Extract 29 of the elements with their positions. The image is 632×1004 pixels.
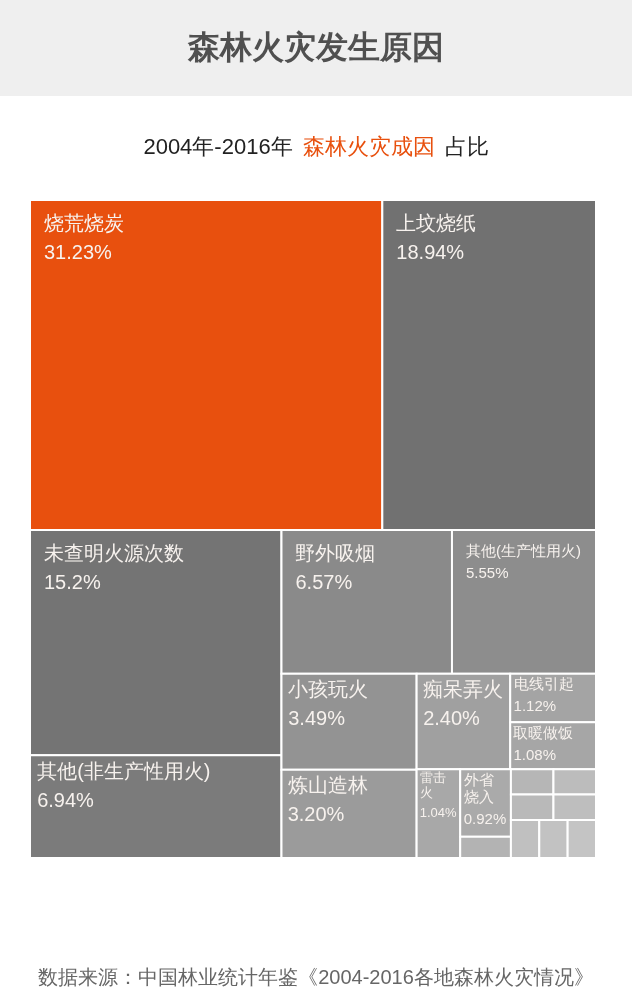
data-label: 5.55% (465, 564, 509, 582)
category-label: 痴呆弄火 (423, 678, 504, 701)
category-label: 其他(生产性用火) (465, 542, 581, 560)
data-label: 3.20% (287, 802, 345, 825)
data-label: 2.40% (423, 707, 481, 730)
data-label: 18.94% (396, 241, 465, 263)
category-label: 未查明火源次数 (44, 542, 184, 565)
data-label: 1.12% (513, 697, 557, 715)
data-label: 0.92% (463, 809, 507, 827)
text: 森林火灾发生原因 (187, 29, 444, 65)
category-label: 烧荒烧炭 (44, 212, 124, 234)
data-label: 3.49% (288, 707, 346, 730)
category-label: 其他(非生产性用火) (37, 760, 211, 783)
category-label: 取暖做饭 (513, 723, 574, 741)
category-label: 炼山造林 (287, 773, 368, 796)
category-label: 电线引起 (513, 675, 574, 693)
data-label: 1.04% (419, 804, 457, 820)
category-label: 小孩玩火 (288, 678, 369, 701)
category-label: 上坟烧纸 (396, 212, 477, 234)
data-label: 1.08% (513, 745, 557, 763)
category-label: 野外吸烟 (295, 542, 376, 565)
category-label: 外省烧入 (463, 770, 494, 805)
source-note: 数据来源：中国林业统计年鉴《2004-2016各地森林火灾情况》 (38, 966, 594, 988)
category-label: 雷击火 (419, 770, 446, 801)
data-label: 31.23% (44, 241, 113, 263)
data-label: 15.2% (44, 571, 101, 594)
data-label: 6.57% (295, 571, 353, 594)
text: 2004年-2016年 森林火灾成因 占比 (143, 134, 489, 159)
data-label: 6.94% (37, 789, 95, 812)
